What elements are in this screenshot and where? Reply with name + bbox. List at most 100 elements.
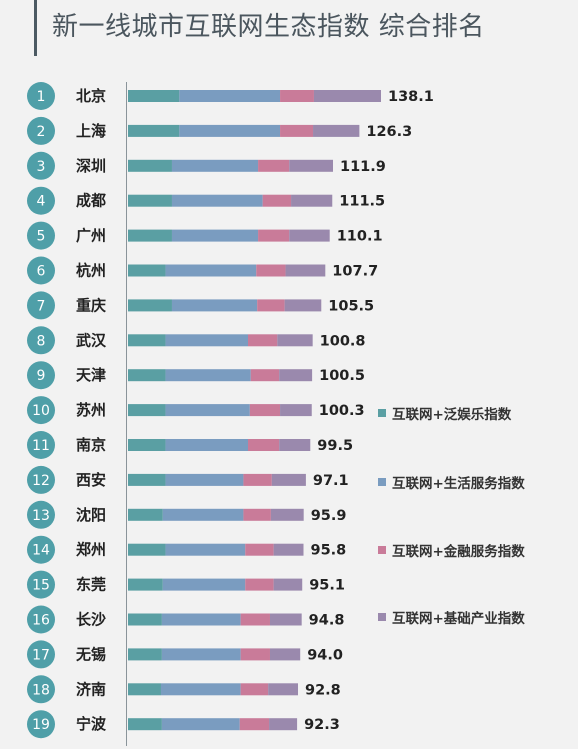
bar-segment-life-services [161, 648, 241, 661]
bar-segment-life-services [165, 334, 248, 347]
legend-item-infrastructure: 互联网+基础产业指数 [378, 607, 525, 627]
rank-circle [27, 256, 55, 285]
rank-number: 15 [32, 578, 50, 594]
rank-circle [27, 500, 55, 529]
bar-segment-infrastructure [268, 683, 299, 696]
bar-segment-life-services [162, 578, 246, 591]
bar-segment-entertainment [128, 718, 162, 731]
city-label: 南京 [76, 436, 106, 454]
bar-segment-finance [240, 613, 270, 626]
bar-segment-infrastructure [270, 508, 304, 521]
rank-number: 13 [32, 508, 50, 524]
bar-segment-infrastructure [271, 473, 306, 486]
bar-segment-entertainment [128, 159, 172, 172]
chart-legend: 互联网+泛娱乐指数 互联网+生活服务指数 互联网+金融服务指数 互联网+基础产业… [378, 0, 578, 749]
bar-segment-finance [280, 124, 314, 137]
bar-segment-entertainment [128, 439, 166, 451]
rank-number: 17 [32, 647, 50, 663]
total-value-label: 110.1 [337, 229, 383, 245]
city-label: 郑州 [76, 541, 106, 559]
bar-segment-finance [256, 264, 286, 277]
total-value-label: 95.8 [311, 543, 347, 559]
total-value-label: 95.9 [311, 508, 347, 524]
bar-segment-finance [239, 718, 270, 731]
total-value-label: 100.3 [319, 403, 365, 419]
rank-circle [27, 640, 55, 669]
city-label: 深圳 [76, 157, 106, 175]
total-value-label: 95.1 [309, 578, 345, 594]
bar-segment-infrastructure [279, 369, 313, 382]
bar-segment-finance [262, 194, 292, 207]
rank-number: 6 [37, 264, 46, 280]
legend-swatch-life-services [378, 478, 386, 486]
bar-segment-entertainment [128, 90, 180, 102]
bar-segment-infrastructure [269, 648, 301, 661]
rank-number: 11 [32, 438, 50, 454]
rank-number: 1 [37, 89, 46, 105]
rank-number: 2 [37, 124, 46, 140]
bar-segment-finance [280, 90, 314, 102]
total-value-label: 94.8 [309, 613, 345, 629]
bar-segment-infrastructure [277, 334, 313, 347]
rank-circle [27, 675, 55, 704]
bar-segment-infrastructure [279, 439, 311, 451]
rank-circle [27, 82, 55, 110]
total-value-label: 92.3 [304, 717, 340, 733]
bar-segment-finance [243, 508, 271, 521]
legend-label-entertainment: 互联网+泛娱乐指数 [392, 407, 512, 423]
rank-circle [27, 361, 55, 390]
city-label: 西安 [76, 471, 106, 489]
bar-segment-life-services [160, 683, 241, 696]
bar-segment-finance [249, 404, 281, 417]
rank-circle [27, 570, 55, 599]
rank-circle [27, 151, 55, 180]
bar-segment-entertainment [128, 683, 161, 696]
total-value-label: 107.7 [332, 264, 378, 280]
bar-segment-entertainment [128, 264, 166, 277]
city-label: 沈阳 [76, 506, 106, 524]
rank-circle [27, 186, 55, 215]
total-value-label: 111.5 [339, 194, 385, 210]
rank-circle [27, 396, 55, 425]
bar-segment-life-services [171, 229, 259, 242]
bar-segment-infrastructure [273, 543, 304, 556]
bar-segment-entertainment [128, 648, 162, 661]
rank-number: 19 [32, 717, 50, 733]
total-value-label: 97.1 [313, 473, 349, 489]
bar-segment-finance [258, 159, 290, 172]
bar-segment-life-services [171, 299, 258, 312]
bar-segment-life-services [161, 718, 240, 731]
city-label: 上海 [76, 122, 106, 140]
legend-item-life-services: 互联网+生活服务指数 [378, 472, 525, 492]
bar-segment-life-services [171, 159, 259, 172]
bar-segment-infrastructure [269, 613, 302, 626]
total-value-label: 138.1 [388, 89, 434, 105]
bar-segment-finance [247, 334, 278, 347]
city-label: 成都 [76, 192, 106, 210]
bar-segment-entertainment [128, 229, 172, 242]
total-value-label: 126.3 [366, 124, 412, 140]
total-value-label: 99.5 [317, 438, 353, 454]
bar-segment-finance [245, 543, 274, 556]
bar-segment-entertainment [128, 404, 166, 417]
bar-segment-life-services [161, 613, 241, 626]
bar-segment-entertainment [128, 473, 166, 486]
rank-number: 8 [37, 333, 46, 349]
bar-segment-life-services [179, 124, 281, 137]
city-label: 重庆 [76, 296, 106, 314]
rank-circle [27, 465, 55, 494]
rank-circle [27, 221, 55, 250]
rank-circle [27, 605, 55, 634]
rank-number: 10 [32, 403, 50, 419]
bar-segment-infrastructure [273, 578, 303, 591]
rank-number: 18 [32, 682, 50, 698]
bar-segment-entertainment [128, 613, 162, 626]
total-value-label: 100.5 [319, 368, 365, 384]
legend-item-entertainment: 互联网+泛娱乐指数 [378, 403, 511, 423]
total-value-label: 92.8 [305, 682, 341, 698]
legend-label-life-services: 互联网+生活服务指数 [392, 476, 525, 492]
bar-segment-finance [243, 473, 272, 486]
legend-swatch-entertainment [378, 409, 386, 417]
bar-segment-infrastructure [284, 299, 322, 312]
rank-number: 9 [37, 368, 46, 384]
